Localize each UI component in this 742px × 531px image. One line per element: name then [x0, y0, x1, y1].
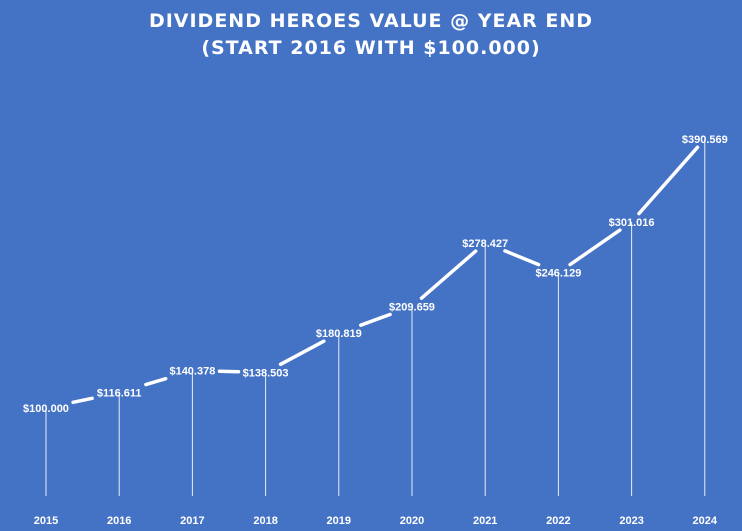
data-label: $390.569 — [682, 134, 728, 146]
data-label: $246.129 — [535, 268, 581, 280]
data-label: $100.000 — [23, 403, 69, 415]
data-label: $180.819 — [316, 328, 362, 340]
series-line-segment — [419, 249, 478, 300]
series-line-segment — [71, 396, 94, 405]
series-line-segment — [278, 339, 326, 367]
series-line-segment — [144, 376, 168, 387]
x-tick-label: 2016 — [107, 515, 131, 527]
chart-title-line-1: DIVIDEND HEROES VALUE @ YEAR END — [148, 10, 594, 32]
data-label: $209.659 — [389, 301, 435, 313]
x-tick-label: 2023 — [619, 515, 643, 527]
x-tick-label: 2022 — [546, 515, 570, 527]
chart-title-line-2: (START 2016 WITH $100.000) — [201, 37, 541, 59]
x-tick-label: 2018 — [253, 515, 277, 527]
x-tick-label: 2021 — [473, 515, 497, 527]
data-label: $301.016 — [609, 217, 655, 229]
x-tick-label: 2015 — [34, 515, 58, 527]
series-line-segment — [637, 145, 700, 216]
data-label: $278.427 — [462, 238, 508, 250]
data-label: $140.378 — [169, 366, 215, 378]
data-label: $116.611 — [97, 388, 142, 400]
x-tick-label: 2019 — [327, 515, 351, 527]
x-tick-label: 2024 — [693, 515, 718, 527]
series-line-segment — [568, 228, 622, 267]
series-line-segment — [359, 312, 392, 327]
series-line-segment — [503, 249, 541, 267]
x-tick-label: 2020 — [400, 515, 424, 527]
data-label: $138.503 — [243, 367, 289, 379]
x-tick-label: 2017 — [180, 515, 204, 527]
